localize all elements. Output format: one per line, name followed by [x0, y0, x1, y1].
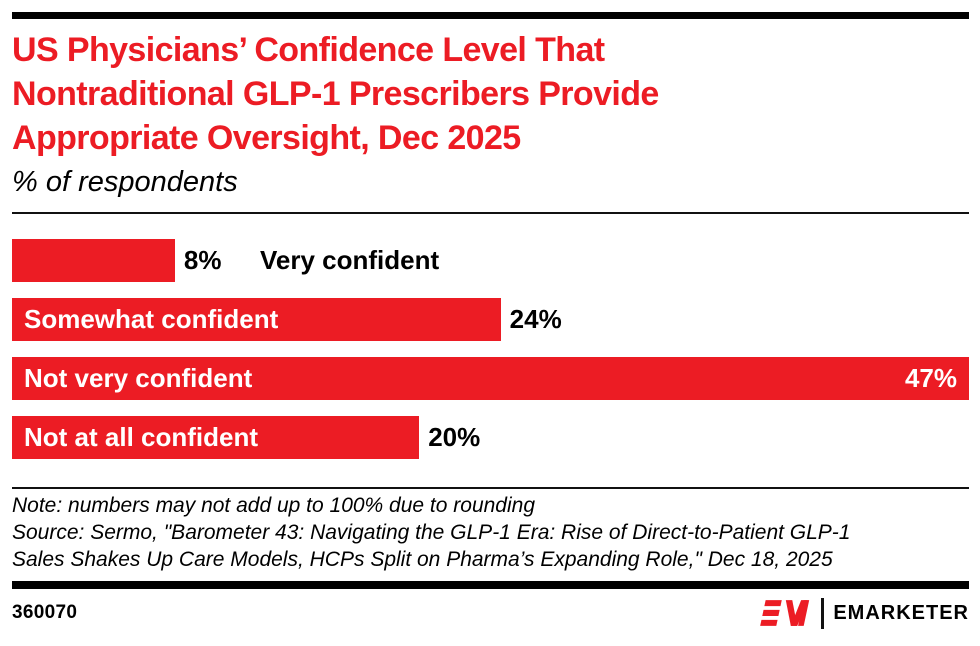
bottom-rule	[12, 581, 969, 589]
footer-bar: 360070 EMARKETER	[12, 597, 969, 629]
bar-row-somewhat-confident: Somewhat confident 24%	[12, 298, 969, 341]
bar-category-label: Somewhat confident	[24, 304, 279, 334]
bar-row-not-at-all-confident: Not at all confident 20%	[12, 416, 969, 459]
source-text-line-1: Source: Sermo, "Barometer 43: Navigating…	[12, 521, 851, 544]
bar-row-not-very-confident: Not very confident 47%	[12, 357, 969, 400]
em-logo-icon	[760, 600, 810, 626]
top-rule	[12, 12, 969, 19]
bar-not-very-confident: Not very confident 47%	[12, 357, 969, 400]
note-and-source: Note: numbers may not add up to 100% due…	[12, 492, 969, 573]
source-text-line-2: Sales Shakes Up Care Models, HCPs Split …	[12, 548, 833, 571]
chart-title-line-3: Appropriate Oversight, Dec 2025	[12, 119, 521, 157]
bar-value: 47%	[904, 363, 957, 393]
bar-value: 24%	[509, 304, 562, 334]
chart-title: US Physicians’ Confidence Level That Non…	[12, 28, 969, 160]
bar-value: 20%	[428, 422, 481, 452]
bar-category-label: Not at all confident	[24, 422, 258, 452]
chart-page: US Physicians’ Confidence Level That Non…	[0, 12, 980, 646]
bar-not-at-all-confident: Not at all confident	[12, 416, 420, 459]
header-divider	[12, 212, 969, 214]
chart-title-line-2: Nontraditional GLP-1 Prescribers Provide	[12, 75, 659, 113]
bar-category-label: Not very confident	[24, 363, 253, 393]
bar-chart: 8% Very confident Somewhat confident 24%…	[12, 239, 969, 459]
chart-title-line-1: US Physicians’ Confidence Level That	[12, 31, 605, 69]
logo-divider	[821, 597, 825, 629]
bar-category-label: Very confident	[260, 245, 440, 275]
brand-wordmark: EMARKETER	[833, 601, 969, 624]
chart-subtitle: % of respondents	[12, 166, 238, 198]
note-text: Note: numbers may not add up to 100% due…	[12, 494, 536, 517]
chart-id: 360070	[12, 602, 78, 623]
footer-divider	[12, 487, 969, 489]
bar-row-very-confident: 8% Very confident	[12, 239, 969, 282]
bar-very-confident	[12, 239, 175, 282]
bar-somewhat-confident: Somewhat confident	[12, 298, 501, 341]
brand-logo: EMARKETER	[760, 597, 969, 629]
bar-value: 8%	[183, 245, 222, 275]
